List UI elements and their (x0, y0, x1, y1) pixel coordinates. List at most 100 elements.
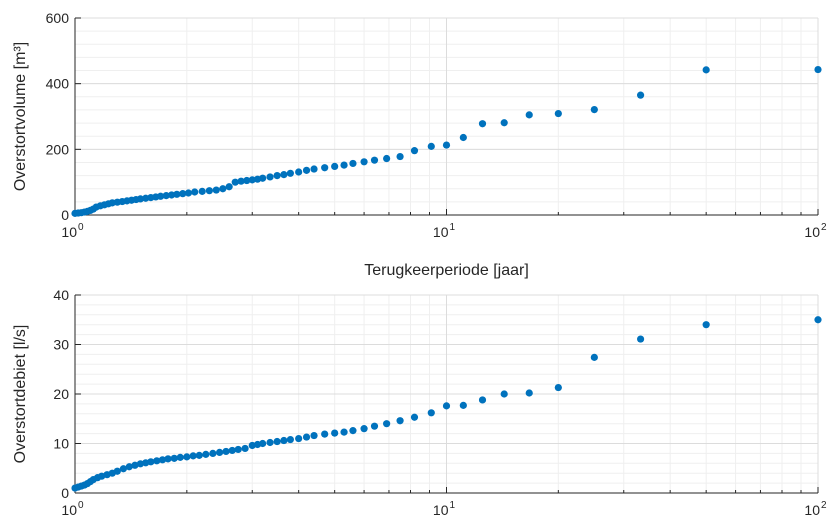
data-points (71, 65, 822, 217)
x-axis-title: Terugkeerperiode [jaar] (364, 262, 529, 279)
data-point (170, 454, 178, 462)
data-point (119, 465, 128, 473)
data-point (241, 444, 249, 453)
data-point (158, 456, 167, 464)
data-point (310, 165, 318, 173)
data-point (442, 141, 451, 149)
data-point (273, 172, 281, 180)
data-point (427, 409, 435, 417)
data-point (302, 166, 311, 174)
data-point (195, 451, 203, 459)
data-point (179, 190, 187, 198)
data-point (814, 65, 822, 74)
y-tick-label: 200 (46, 141, 70, 157)
data-point (168, 191, 176, 199)
data-point (702, 66, 710, 74)
data-point (500, 119, 508, 127)
data-point (225, 183, 233, 191)
data-point (478, 396, 487, 404)
x-tick-label: 10 1 (433, 500, 456, 518)
x-tick-label: 10 0 (61, 500, 84, 518)
data-point (153, 457, 161, 465)
data-point (125, 463, 133, 471)
data-point (321, 164, 329, 172)
x-tick-base: 10 (433, 502, 449, 518)
data-point (302, 433, 311, 441)
data-point (321, 430, 329, 438)
data-point (176, 453, 184, 461)
x-tick-base: 10 (61, 224, 77, 240)
data-point (331, 429, 339, 437)
data-point (202, 450, 210, 458)
data-point (184, 189, 193, 197)
data-point (370, 156, 379, 164)
y-tick-label: 10 (53, 436, 69, 452)
x-tick-base: 10 (433, 224, 449, 240)
data-point (427, 142, 435, 150)
data-point (295, 168, 303, 176)
data-point (349, 159, 357, 168)
data-point (459, 401, 467, 409)
x-tick-base: 10 (804, 224, 820, 240)
data-point (360, 158, 368, 166)
data-point (478, 120, 487, 128)
data-point (205, 187, 213, 195)
data-point (554, 383, 562, 392)
data-point (157, 192, 165, 200)
x-tick-label: 10 1 (433, 222, 456, 240)
x-tick-exponent: 1 (450, 500, 456, 511)
data-point (396, 152, 404, 161)
data-point (525, 389, 533, 397)
x-tick-exponent: 2 (821, 222, 827, 233)
y-tick-label: 20 (53, 386, 69, 402)
x-tick-base: 10 (804, 502, 820, 518)
data-point (590, 353, 598, 361)
data-point (189, 452, 197, 460)
x-tick-label: 10 0 (61, 222, 84, 240)
data-point (266, 173, 274, 181)
data-point (183, 453, 191, 461)
data-point (286, 169, 294, 177)
data-point (370, 422, 379, 430)
data-point (590, 106, 598, 114)
data-point (636, 91, 645, 99)
data-point (209, 449, 217, 457)
y-tick-label: 40 (53, 287, 69, 303)
data-point (259, 174, 267, 182)
data-point (198, 187, 206, 195)
data-point (228, 446, 236, 455)
x-tick-exponent: 0 (78, 500, 84, 511)
data-point (383, 420, 391, 428)
data-point (349, 427, 357, 435)
y-tick-label: 400 (46, 76, 70, 92)
data-point (442, 402, 451, 410)
x-tick-base: 10 (61, 502, 77, 518)
y-tick-label: 30 (53, 337, 69, 353)
data-point (219, 185, 227, 193)
data-point (231, 178, 239, 186)
data-point (525, 111, 533, 119)
x-tick-exponent: 2 (821, 500, 827, 511)
data-point (636, 335, 645, 343)
x-tick-label: 10 2 (804, 222, 827, 240)
data-point (331, 162, 339, 171)
data-point (310, 431, 318, 440)
data-point (147, 458, 155, 466)
data-point (191, 188, 199, 196)
data-point (360, 425, 368, 433)
data-point (396, 417, 404, 425)
data-point (164, 455, 172, 463)
data-point (459, 133, 467, 142)
data-point (162, 192, 170, 200)
data-point (248, 176, 256, 184)
x-tick-label: 10 2 (804, 500, 827, 518)
x-tick-exponent: 1 (450, 222, 456, 233)
data-point (222, 447, 230, 456)
data-point (340, 161, 348, 169)
data-point (259, 439, 267, 448)
y-tick-label: 0 (61, 485, 69, 501)
data-point (383, 154, 391, 163)
data-point (554, 109, 562, 118)
